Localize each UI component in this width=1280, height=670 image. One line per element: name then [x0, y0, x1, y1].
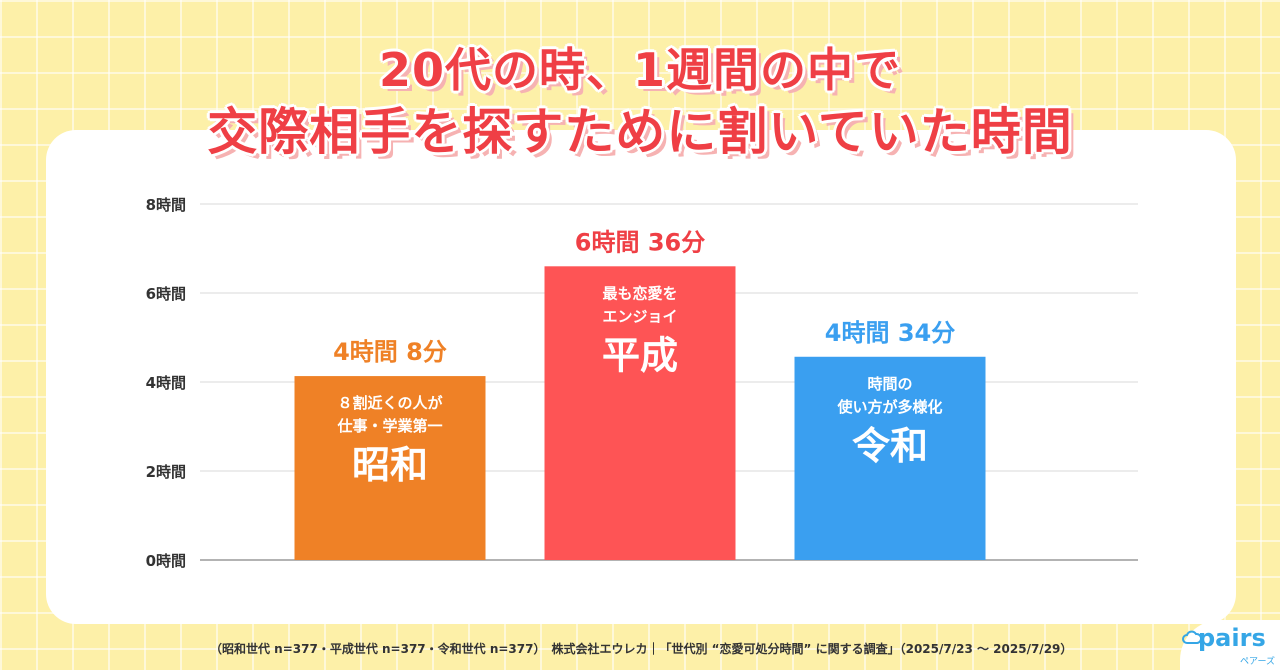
- bar-value-label-2: 4時間 34分: [825, 319, 955, 347]
- bar-caption-line1-1: 最も恋愛を: [602, 284, 677, 302]
- bar-caption-line1-0: ８割近くの人が: [337, 394, 443, 412]
- bar-category-label-1: 平成: [602, 333, 678, 377]
- y-tick-label-4: 8時間: [146, 196, 186, 214]
- bar-category-label-0: 昭和: [352, 443, 428, 487]
- logo-sub: ペアーズ: [1240, 657, 1276, 667]
- y-tick-label-3: 6時間: [146, 285, 186, 303]
- bar-2: [794, 356, 986, 560]
- bar-caption-line1-2: 時間の: [867, 375, 912, 393]
- chart-title-line2: 交際相手を探すために割いていた時間: [207, 103, 1073, 161]
- bar-value-label-1: 6時間 36分: [575, 228, 705, 256]
- chart-title-line1: 20代の時、1週間の中で: [378, 43, 902, 97]
- bar-caption-line2-1: エンジョイ: [602, 307, 677, 325]
- source-footnote: （昭和世代 n=377・平成世代 n=377・令和世代 n=377） 株式会社エ…: [210, 642, 1073, 656]
- y-tick-label-1: 2時間: [146, 463, 186, 481]
- y-tick-label-0: 0時間: [146, 552, 186, 570]
- cloud-icon: [1182, 630, 1202, 644]
- bar-1: [544, 266, 736, 560]
- logo-text: pairs: [1198, 624, 1266, 652]
- bar-category-label-2: 令和: [852, 424, 928, 468]
- bar-0: [294, 376, 486, 560]
- pairs-logo: pairs ペアーズ: [1180, 620, 1280, 670]
- y-tick-label-2: 4時間: [146, 374, 186, 392]
- bar-caption-line2-0: 仕事・学業第一: [336, 417, 442, 435]
- bar-caption-line2-2: 使い方が多様化: [836, 398, 942, 416]
- bar-value-label-0: 4時間 8分: [333, 338, 447, 366]
